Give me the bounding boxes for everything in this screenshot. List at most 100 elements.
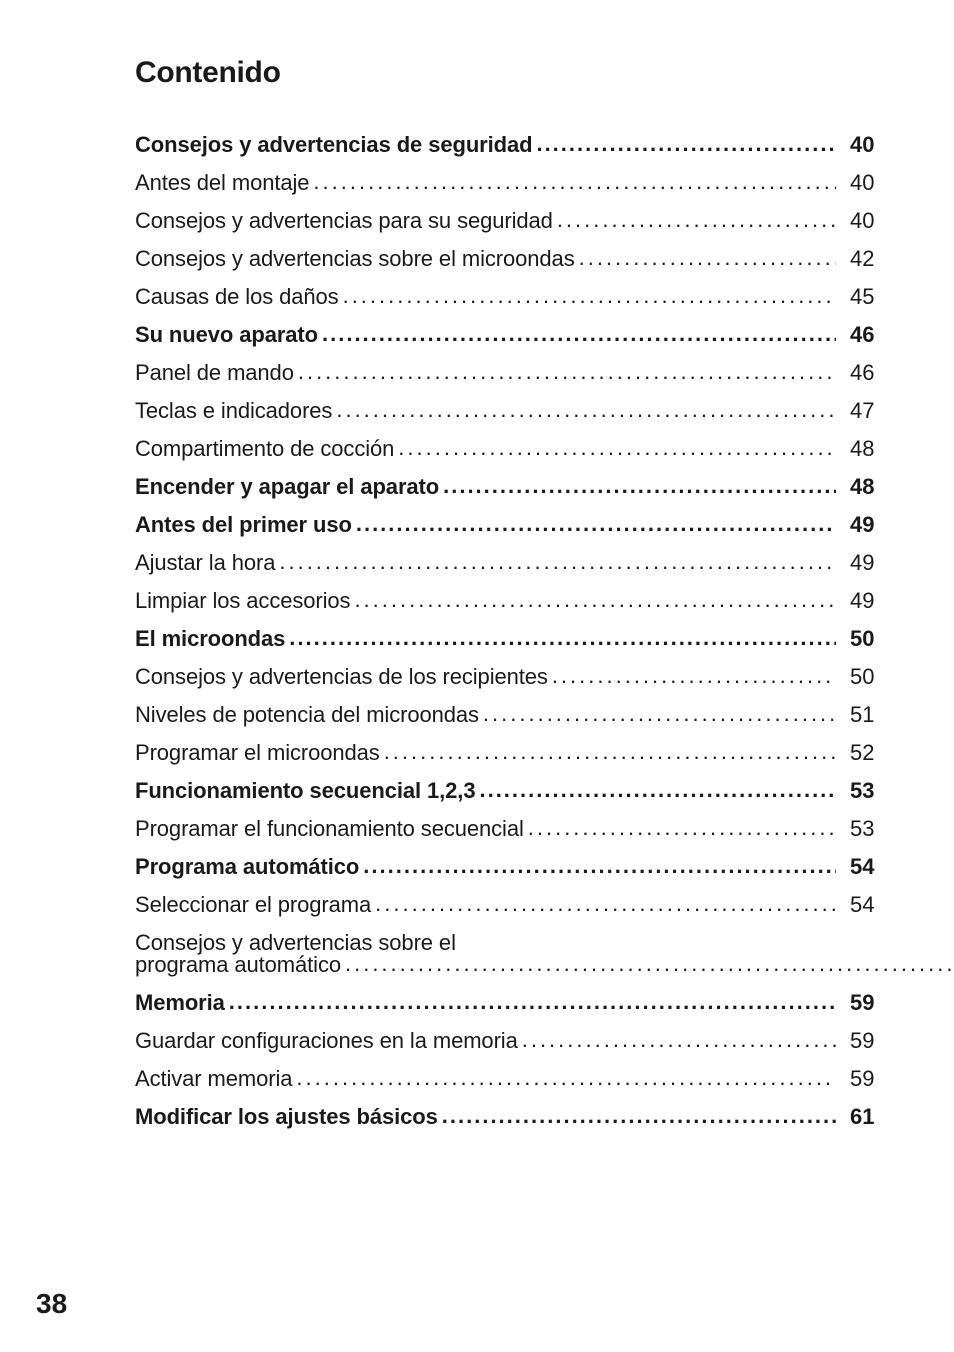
toc-entry: Antes del primer uso....................… xyxy=(135,514,874,536)
toc-leader: ........................................… xyxy=(371,893,836,915)
toc-leader: ........................................… xyxy=(394,437,836,459)
toc-entry-label: Funcionamiento secuencial 1,2,3 xyxy=(135,780,475,802)
toc-entry: Consejos y advertencias para su segurida… xyxy=(135,210,874,232)
toc-entry-page: 40 xyxy=(836,210,874,232)
toc-entry: Teclas e indicadores....................… xyxy=(135,400,874,422)
toc-entry-page: 46 xyxy=(836,362,874,384)
toc-entry-label: Encender y apagar el aparato xyxy=(135,476,439,498)
toc-entry-page: 49 xyxy=(836,514,874,536)
toc-entry-page: 42 xyxy=(836,248,874,270)
toc-entry-label: Consejos y advertencias de seguridad xyxy=(135,134,532,156)
toc-entry-label: Antes del primer uso xyxy=(135,514,352,536)
toc-leader: ........................................… xyxy=(479,703,836,725)
toc-entry: Modificar los ajustes básicos...........… xyxy=(135,1106,874,1128)
toc-entry-page: 45 xyxy=(836,286,874,308)
toc-entry-label: programa automático xyxy=(135,954,341,976)
toc-leader: ........................................… xyxy=(339,285,836,307)
toc-entry-page: 51 xyxy=(836,704,874,726)
toc-entry-label: Causas de los daños xyxy=(135,286,339,308)
toc-leader: ........................................… xyxy=(341,953,954,975)
toc-entry-label: Su nuevo aparato xyxy=(135,324,318,346)
toc-entry-label: Panel de mando xyxy=(135,362,294,384)
page-title: Contenido xyxy=(135,56,874,90)
toc-leader: ........................................… xyxy=(438,1105,836,1127)
toc-entry-page: 40 xyxy=(836,134,874,156)
toc-entry-page: 49 xyxy=(836,552,874,574)
toc-leader: ........................................… xyxy=(294,361,836,383)
toc-entry-label: Modificar los ajustes básicos xyxy=(135,1106,438,1128)
toc-entry-label: Consejos y advertencias de los recipient… xyxy=(135,666,548,688)
toc-entry-page: 50 xyxy=(836,666,874,688)
toc-entry: Ajustar la hora.........................… xyxy=(135,552,874,574)
toc-entry: Consejos y advertencias sobre elprograma… xyxy=(135,932,874,976)
toc-entry: Memoria.................................… xyxy=(135,992,874,1014)
table-of-contents: Consejos y advertencias de seguridad....… xyxy=(135,134,874,1128)
toc-entry-label: Memoria xyxy=(135,992,225,1014)
toc-entry-label: Seleccionar el programa xyxy=(135,894,371,916)
toc-entry: Causas de los daños.....................… xyxy=(135,286,874,308)
toc-leader: ........................................… xyxy=(553,209,836,231)
toc-entry-label: Programa automático xyxy=(135,856,359,878)
toc-leader: ........................................… xyxy=(350,589,836,611)
page-number: 38 xyxy=(36,1288,67,1320)
toc-entry-page: 52 xyxy=(836,742,874,764)
toc-entry: Programar el funcionamiento secuencial..… xyxy=(135,818,874,840)
toc-entry-label: Niveles de potencia del microondas xyxy=(135,704,479,726)
toc-leader: ........................................… xyxy=(439,475,836,497)
toc-entry-page: 59 xyxy=(836,992,874,1014)
toc-entry-page: 49 xyxy=(836,590,874,612)
toc-leader: ........................................… xyxy=(332,399,836,421)
toc-entry-page: 53 xyxy=(836,818,874,840)
toc-entry-page: 50 xyxy=(836,628,874,650)
toc-entry: Consejos y advertencias de los recipient… xyxy=(135,666,874,688)
toc-entry: Panel de mando..........................… xyxy=(135,362,874,384)
toc-entry-label: Guardar configuraciones en la memoria xyxy=(135,1030,518,1052)
toc-entry-page: 46 xyxy=(836,324,874,346)
toc-entry-label: Antes del montaje xyxy=(135,172,309,194)
toc-entry: El microondas...........................… xyxy=(135,628,874,650)
toc-entry-label: Ajustar la hora xyxy=(135,552,275,574)
toc-entry-page: 54 xyxy=(836,856,874,878)
toc-entry-page: 59 xyxy=(836,1030,874,1052)
toc-entry-label: Consejos y advertencias sobre el xyxy=(135,932,456,954)
toc-leader: ........................................… xyxy=(524,817,836,839)
toc-entry-page: 54 xyxy=(836,894,874,916)
toc-entry-label: El microondas xyxy=(135,628,285,650)
toc-entry-page: 61 xyxy=(836,1106,874,1128)
toc-entry-page: 53 xyxy=(836,780,874,802)
toc-entry: Niveles de potencia del microondas......… xyxy=(135,704,874,726)
toc-entry-label: Consejos y advertencias sobre el microon… xyxy=(135,248,575,270)
toc-entry: Compartimento de cocción................… xyxy=(135,438,874,460)
toc-leader: ........................................… xyxy=(380,741,836,763)
toc-entry: Funcionamiento secuencial 1,2,3.........… xyxy=(135,780,874,802)
toc-entry-page: 48 xyxy=(836,438,874,460)
toc-leader: ........................................… xyxy=(285,627,836,649)
toc-entry-label: Teclas e indicadores xyxy=(135,400,332,422)
toc-entry-page: 48 xyxy=(836,476,874,498)
toc-entry-label: Programar el microondas xyxy=(135,742,380,764)
toc-entry-page: 40 xyxy=(836,172,874,194)
toc-leader: ........................................… xyxy=(518,1029,836,1051)
toc-entry: Programar el microondas.................… xyxy=(135,742,874,764)
toc-leader: ........................................… xyxy=(352,513,836,535)
toc-leader: ........................................… xyxy=(318,323,836,345)
toc-entry: Consejos y advertencias de seguridad....… xyxy=(135,134,874,156)
toc-leader: ........................................… xyxy=(309,171,836,193)
toc-entry-label: Consejos y advertencias para su segurida… xyxy=(135,210,553,232)
toc-entry-label: Limpiar los accesorios xyxy=(135,590,350,612)
toc-entry: Consejos y advertencias sobre el microon… xyxy=(135,248,874,270)
toc-entry: Guardar configuraciones en la memoria...… xyxy=(135,1030,874,1052)
toc-entry: Encender y apagar el aparato............… xyxy=(135,476,874,498)
toc-leader: ........................................… xyxy=(575,247,836,269)
toc-entry-label: Activar memoria xyxy=(135,1068,292,1090)
toc-entry-label: Programar el funcionamiento secuencial xyxy=(135,818,524,840)
toc-entry: Su nuevo aparato........................… xyxy=(135,324,874,346)
toc-leader: ........................................… xyxy=(475,779,836,801)
toc-leader: ........................................… xyxy=(225,991,836,1013)
toc-entry: Limpiar los accesorios..................… xyxy=(135,590,874,612)
toc-leader: ........................................… xyxy=(548,665,836,687)
toc-leader: ........................................… xyxy=(532,133,836,155)
toc-entry: Activar memoria.........................… xyxy=(135,1068,874,1090)
toc-leader: ........................................… xyxy=(359,855,836,877)
toc-leader: ........................................… xyxy=(275,551,836,573)
